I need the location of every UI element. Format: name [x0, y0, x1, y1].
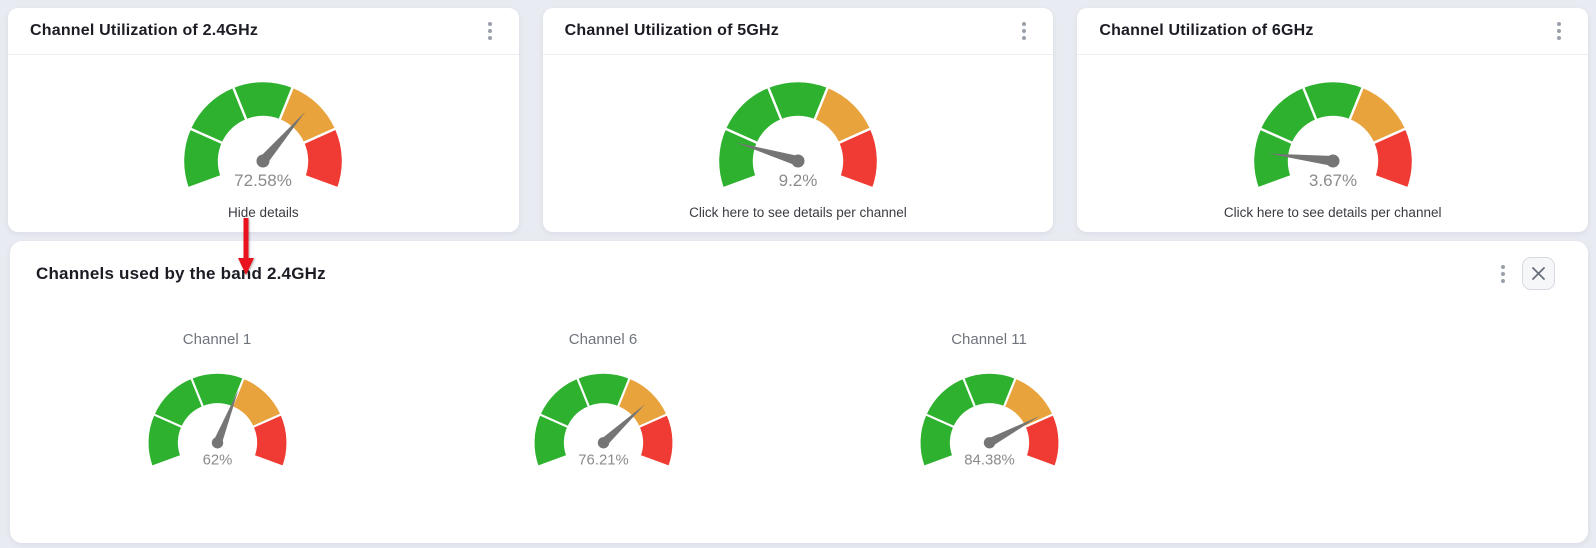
- gauge-svg: 76.21%: [531, 371, 675, 469]
- gauge-svg: 62%: [145, 371, 289, 469]
- card-body: 72.58% Hide details: [8, 55, 519, 232]
- channel-6-block: Channel 6 76.21%: [410, 330, 796, 478]
- card-title: Channel Utilization of 2.4GHz: [30, 22, 259, 39]
- channel-1-block: Channel 1 62%: [24, 330, 410, 478]
- panel-actions: [1496, 257, 1555, 290]
- channel-label: Channel 6: [568, 331, 638, 348]
- card-utilization-5ghz: Channel Utilization of 5GHz 9.2% Click h…: [542, 8, 1054, 232]
- channel-11-block: Channel 11 84.38%: [796, 330, 1182, 478]
- gauge-svg: 84.38%: [917, 371, 1061, 469]
- utilization-gauge: 3.67%: [1233, 69, 1433, 201]
- channel-gauge: 84.38%: [902, 362, 1077, 478]
- channels-details-panel: Channels used by the band 2.4GHz Channel…: [10, 241, 1588, 543]
- svg-text:72.58%: 72.58%: [234, 171, 292, 190]
- close-icon: [1532, 267, 1545, 280]
- channel-label: Channel 11: [951, 331, 1027, 348]
- card-title: Channel Utilization of 6GHz: [1099, 22, 1314, 39]
- panel-title: Channels used by the band 2.4GHz: [36, 263, 326, 283]
- kebab-menu-icon[interactable]: [1496, 260, 1510, 288]
- svg-text:3.67%: 3.67%: [1309, 171, 1357, 190]
- card-body: 3.67% Click here to see details per chan…: [1077, 55, 1588, 232]
- card-header: Channel Utilization of 2.4GHz: [8, 8, 519, 55]
- details-toggle-link[interactable]: Hide details: [228, 205, 299, 220]
- utilization-cards-row: Channel Utilization of 2.4GHz 72.58% Hid…: [8, 8, 1588, 232]
- card-title: Channel Utilization of 5GHz: [564, 22, 779, 39]
- kebab-menu-icon[interactable]: [1017, 17, 1031, 45]
- channel-gauge: 62%: [130, 362, 305, 478]
- channel-label: Channel 1: [182, 331, 252, 348]
- utilization-gauge: 72.58%: [163, 69, 363, 201]
- svg-text:84.38%: 84.38%: [964, 453, 1014, 469]
- svg-text:76.21%: 76.21%: [578, 453, 628, 469]
- card-header: Channel Utilization of 5GHz: [542, 8, 1054, 55]
- gauge-svg: 9.2%: [716, 79, 880, 190]
- details-toggle-link[interactable]: Click here to see details per channel: [689, 205, 907, 220]
- card-utilization-6ghz: Channel Utilization of 6GHz 3.67% Click …: [1077, 8, 1588, 232]
- kebab-menu-icon[interactable]: [483, 17, 497, 45]
- card-utilization-2-4ghz: Channel Utilization of 2.4GHz 72.58% Hid…: [8, 8, 519, 232]
- panel-header: Channels used by the band 2.4GHz: [10, 241, 1588, 290]
- card-body: 9.2% Click here to see details per chann…: [543, 55, 1054, 232]
- svg-text:9.2%: 9.2%: [779, 171, 818, 190]
- close-button[interactable]: [1522, 257, 1555, 290]
- kebab-menu-icon[interactable]: [1552, 17, 1566, 45]
- svg-text:62%: 62%: [202, 453, 232, 469]
- channel-gauges-row: Channel 1 62% Channel 6 76.21% Channel 1…: [10, 330, 1588, 478]
- gauge-svg: 72.58%: [182, 79, 345, 190]
- utilization-gauge: 9.2%: [698, 69, 898, 201]
- channel-gauge: 76.21%: [516, 362, 691, 478]
- card-header: Channel Utilization of 6GHz: [1077, 8, 1588, 55]
- gauge-svg: 3.67%: [1251, 79, 1414, 190]
- details-toggle-link[interactable]: Click here to see details per channel: [1223, 205, 1442, 220]
